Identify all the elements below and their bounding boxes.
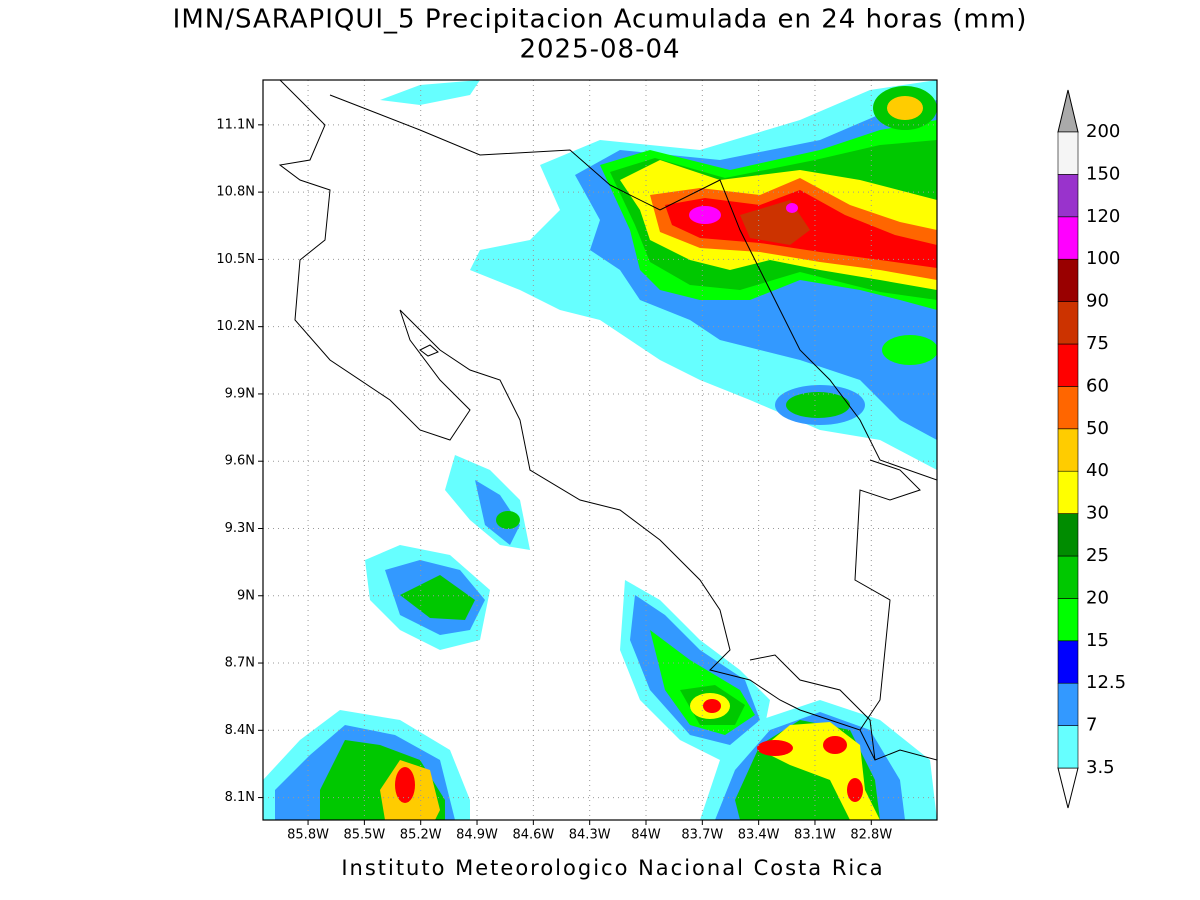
colorbar-label: 20 <box>1086 587 1109 608</box>
colorbar-segment <box>1057 216 1079 260</box>
colorbar-label: 3.5 <box>1086 757 1115 778</box>
x-tick-label: 84.6W <box>512 828 554 843</box>
x-tick-label: 83.7W <box>681 828 723 843</box>
colorbar-label: 75 <box>1086 333 1109 354</box>
colorbar-label: 25 <box>1086 545 1109 566</box>
x-tick-label: 85.2W <box>400 828 442 843</box>
colorbar-segment <box>1057 131 1079 175</box>
y-tick-label: 10.2N <box>216 319 255 334</box>
y-tick-label: 9.3N <box>225 521 255 536</box>
grid <box>263 80 937 820</box>
x-tick-label: 85.5W <box>343 828 385 843</box>
colorbar-segment <box>1057 598 1079 642</box>
y-tick-label: 9.6N <box>225 454 255 469</box>
colorbar-segment <box>1057 682 1079 726</box>
y-tick-label: 9.9N <box>225 386 255 401</box>
colorbar-label: 90 <box>1086 291 1109 312</box>
x-tick-label: 84.9W <box>456 828 498 843</box>
colorbar-label: 15 <box>1086 630 1109 651</box>
x-tick-label: 84W <box>631 828 661 843</box>
colorbar-segment <box>1057 555 1079 599</box>
colorbar-over <box>1057 89 1079 133</box>
colorbar-segment <box>1057 513 1079 557</box>
x-tick-label: 83.1W <box>794 828 836 843</box>
colorbar-segment <box>1057 386 1079 430</box>
colorbar-label: 50 <box>1086 418 1109 439</box>
x-tick-label: 85.8W <box>287 828 329 843</box>
colorbar-label: 200 <box>1086 121 1120 142</box>
colorbar-under <box>1057 767 1079 809</box>
coastline <box>278 80 937 761</box>
colorbar-segment <box>1057 725 1079 769</box>
map-frame <box>262 79 938 821</box>
colorbar-segment <box>1057 258 1079 302</box>
x-tick-label: 84.3W <box>569 828 611 843</box>
y-tick-label: 10.5N <box>216 252 255 267</box>
colorbar-segment <box>1057 301 1079 345</box>
x-tick-label: 83.4W <box>738 828 780 843</box>
colorbar-label: 60 <box>1086 375 1109 396</box>
y-tick-label: 11.1N <box>216 117 255 132</box>
colorbar-label: 40 <box>1086 460 1109 481</box>
colorbar-label: 30 <box>1086 503 1109 524</box>
colorbar-label: 120 <box>1086 206 1120 227</box>
precip-field <box>263 80 937 820</box>
colorbar-segment <box>1057 174 1079 218</box>
x-tick-label: 82.8W <box>850 828 892 843</box>
y-tick-label: 8.7N <box>225 656 255 671</box>
y-tick-label: 10.8N <box>216 185 255 200</box>
y-tick-label: 8.4N <box>225 723 255 738</box>
subtitle: 2025-08-04 <box>519 35 680 65</box>
colorbar-label: 7 <box>1086 715 1097 736</box>
y-tick-label: 9N <box>237 588 255 603</box>
colorbar-label: 150 <box>1086 163 1120 184</box>
colorbar-label: 12.5 <box>1086 672 1126 693</box>
title: IMN/SARAPIQUI_5 Precipitacion Acumulada … <box>173 5 1028 35</box>
y-tick-label: 8.1N <box>225 790 255 805</box>
colorbar-label: 100 <box>1086 248 1120 269</box>
footer: Instituto Meteorologico Nacional Costa R… <box>341 856 884 880</box>
colorbar-segment <box>1057 428 1079 472</box>
colorbar-segment <box>1057 640 1079 684</box>
colorbar-segment <box>1057 343 1079 387</box>
colorbar-segment <box>1057 470 1079 514</box>
